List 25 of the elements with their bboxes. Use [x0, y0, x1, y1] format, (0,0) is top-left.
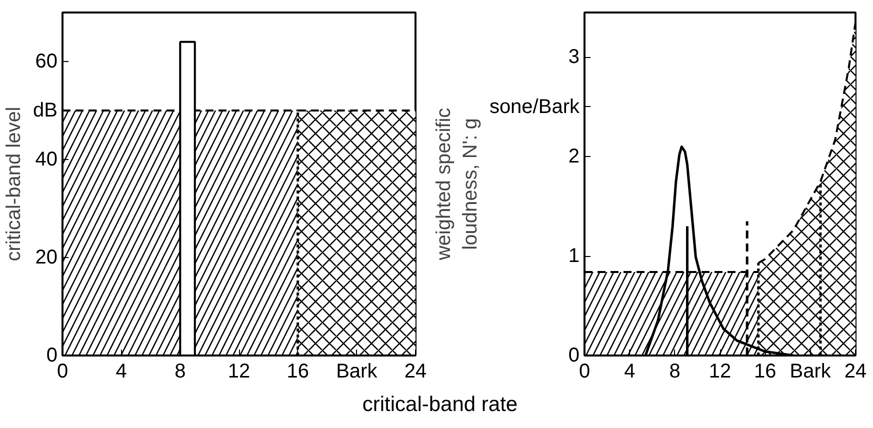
y-tick-label: 1 [568, 245, 580, 268]
x-tick-label: 8 [174, 360, 186, 382]
x-tick-label: 8 [669, 360, 680, 382]
y-tick-label: sone/Bark [489, 96, 580, 118]
x-tick-label: 24 [404, 360, 427, 382]
x-tick-label: Bark [336, 360, 378, 382]
x-tick-label: 24 [844, 360, 867, 382]
y-tick-label: 60 [35, 50, 58, 72]
y-tick-label: 0 [46, 344, 58, 366]
x-tick-label: 12 [228, 360, 250, 382]
x-tick-label: 16 [286, 360, 309, 382]
x-axis-title: critical-band rate [362, 392, 518, 418]
x-tick-label: 16 [754, 360, 776, 382]
y-tick-label: 40 [35, 148, 58, 170]
x-tick-label: 12 [708, 360, 732, 382]
x-tick-label: 4 [116, 360, 127, 382]
y-tick-label: 3 [568, 46, 580, 68]
x-tick-label: Bark [790, 360, 832, 382]
y-tick-label: 0 [568, 344, 580, 366]
y-axis-title: weighted specific loudness, N': g [433, 108, 482, 262]
y-tick-label: dB [33, 100, 58, 122]
y-axis-title: critical-band level [3, 106, 26, 262]
x-tick-label: 4 [624, 360, 636, 382]
y-tick-label: 20 [35, 246, 58, 268]
y-tick-label: 2 [568, 146, 580, 168]
